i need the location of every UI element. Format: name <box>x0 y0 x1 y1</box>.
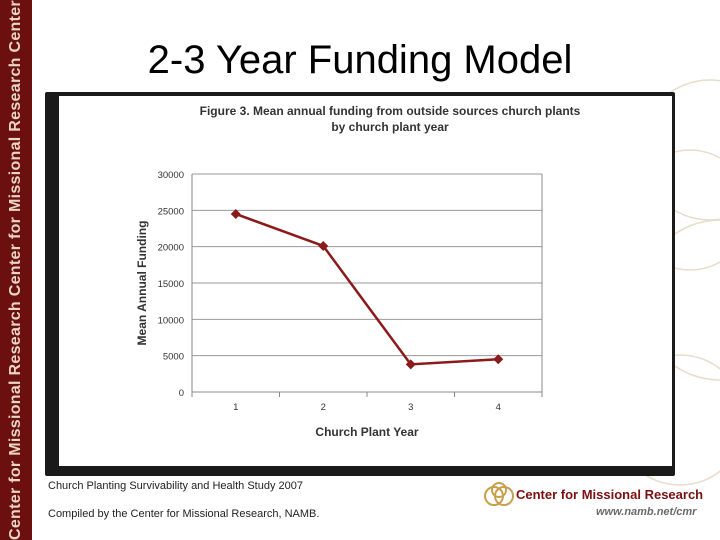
y-tick-label: 25000 <box>158 206 184 217</box>
chart-title-line-2: by church plant year <box>331 119 449 134</box>
data-point <box>405 359 416 370</box>
interlocking-rings-icon <box>484 482 514 506</box>
y-tick-label: 0 <box>179 388 184 399</box>
x-tick-label: 3 <box>408 402 413 413</box>
x-tick-label: 2 <box>321 402 326 413</box>
chart-panel <box>59 96 672 466</box>
x-axis-label: Church Plant Year <box>315 425 418 439</box>
series-line <box>235 212 499 366</box>
source-note: Church Planting Survivability and Health… <box>48 480 303 492</box>
chart-title-line-1: Figure 3. Mean annual funding from outsi… <box>199 104 581 118</box>
x-tick-label: 1 <box>233 402 238 413</box>
data-point <box>493 354 504 365</box>
y-tick-label: 5000 <box>163 352 184 363</box>
logo-url: www.namb.net/cmr <box>596 506 697 518</box>
data-point <box>318 240 329 251</box>
y-tick-label: 10000 <box>158 315 184 326</box>
y-tick-label: 20000 <box>158 243 184 254</box>
chart-title: Figure 3. Mean annual funding from outsi… <box>170 104 610 135</box>
y-tick-label: 15000 <box>158 279 184 290</box>
data-point <box>230 208 241 219</box>
y-axis-label: Mean Annual Funding <box>135 221 149 346</box>
slide-title: 2-3 Year Funding Model <box>147 38 573 82</box>
compiled-note: Compiled by the Center for Missional Res… <box>48 508 320 520</box>
y-tick-label: 30000 <box>158 170 184 181</box>
side-banner: Center for Missional Research Center for… <box>0 0 32 540</box>
logo-name: Center for Missional Research <box>516 487 704 502</box>
x-tick-label: 4 <box>496 402 501 413</box>
